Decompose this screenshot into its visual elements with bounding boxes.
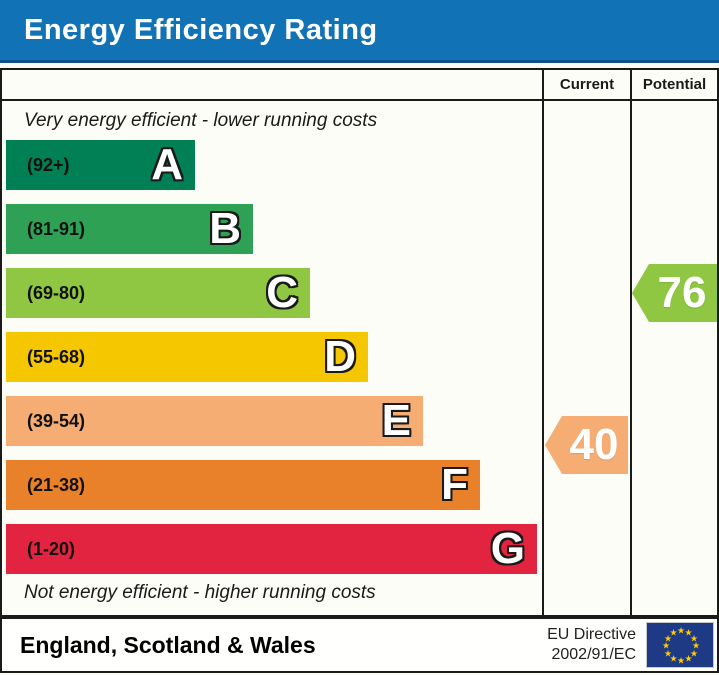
band-range-label: (39-54) [27,410,86,431]
band-letter: B [209,204,241,253]
eu-flag-star-icon: ★ [663,648,673,658]
potential-rating-value: 76 [657,268,707,317]
eu-flag-star-icon: ★ [669,627,678,638]
top-note: Very energy efficient - lower running co… [24,110,378,131]
eu-flag-star-icon: ★ [691,640,701,651]
eu-flag-star-icon: ★ [689,648,699,658]
eu-flag-star-icon: ★ [676,625,686,636]
column-divider-potential [630,70,632,615]
eu-flag-star-icon: ★ [684,653,693,664]
column-divider-current [542,70,544,615]
potential-column-header: Potential [642,76,707,93]
band-range-label: (69-80) [27,282,86,303]
header-divider [2,99,717,101]
title-bar: Energy Efficiency Rating [0,0,719,63]
current-rating-value: 40 [569,420,619,469]
band-a: (92+) A [6,140,195,190]
footer: England, Scotland & Wales EU Directive 2… [0,617,719,673]
band-g: (1-20) G [6,524,537,574]
band-letter: A [151,140,183,189]
eu-flag-star-icon: ★ [676,655,686,666]
band-letter: F [441,460,468,509]
eu-directive-line2: 2002/91/EC [551,646,636,663]
current-column-header: Current [559,76,615,93]
band-c: (69-80) C [6,268,310,318]
band-f: (21-38) F [6,460,480,510]
eu-flag-star-icon: ★ [689,633,699,643]
band-range-label: (21-38) [27,474,86,495]
eu-directive-label: EU Directive 2002/91/EC [547,625,646,665]
eu-flag-star-icon: ★ [661,640,671,651]
band-range-label: (81-91) [27,218,86,239]
band-letter: D [324,332,356,381]
rating-table: Current Potential Very energy efficient … [0,68,719,617]
eu-flag-star-icon: ★ [684,627,693,638]
band-e: (39-54) E [6,396,423,446]
band-range-label: (1-20) [27,538,76,559]
eu-flag-star-icon: ★ [669,653,678,664]
band-d: (55-68) D [6,332,368,382]
band-letter: C [266,268,298,317]
region-label: England, Scotland & Wales [20,631,316,658]
eu-directive-line1: EU Directive [547,626,636,643]
band-letter: G [490,524,525,573]
current-rating-arrow: 40 [545,416,628,474]
band-range-label: (92+) [27,154,70,175]
band-range-label: (55-68) [27,346,86,367]
eu-flag-icon: ★ ★ ★ ★ ★ ★ ★ ★ ★ ★ ★ ★ [646,622,714,668]
band-letter: E [381,396,411,445]
eu-flag-star-icon: ★ [663,633,673,643]
potential-rating-arrow: 76 [632,264,717,322]
band-b: (81-91) B [6,204,253,254]
bottom-note: Not energy efficient - higher running co… [24,582,376,603]
page-title: Energy Efficiency Rating [24,13,378,46]
